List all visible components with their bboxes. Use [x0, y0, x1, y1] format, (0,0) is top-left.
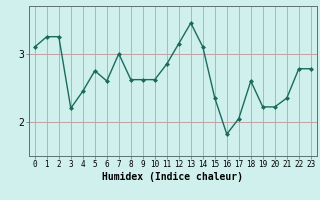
X-axis label: Humidex (Indice chaleur): Humidex (Indice chaleur) — [102, 172, 243, 182]
